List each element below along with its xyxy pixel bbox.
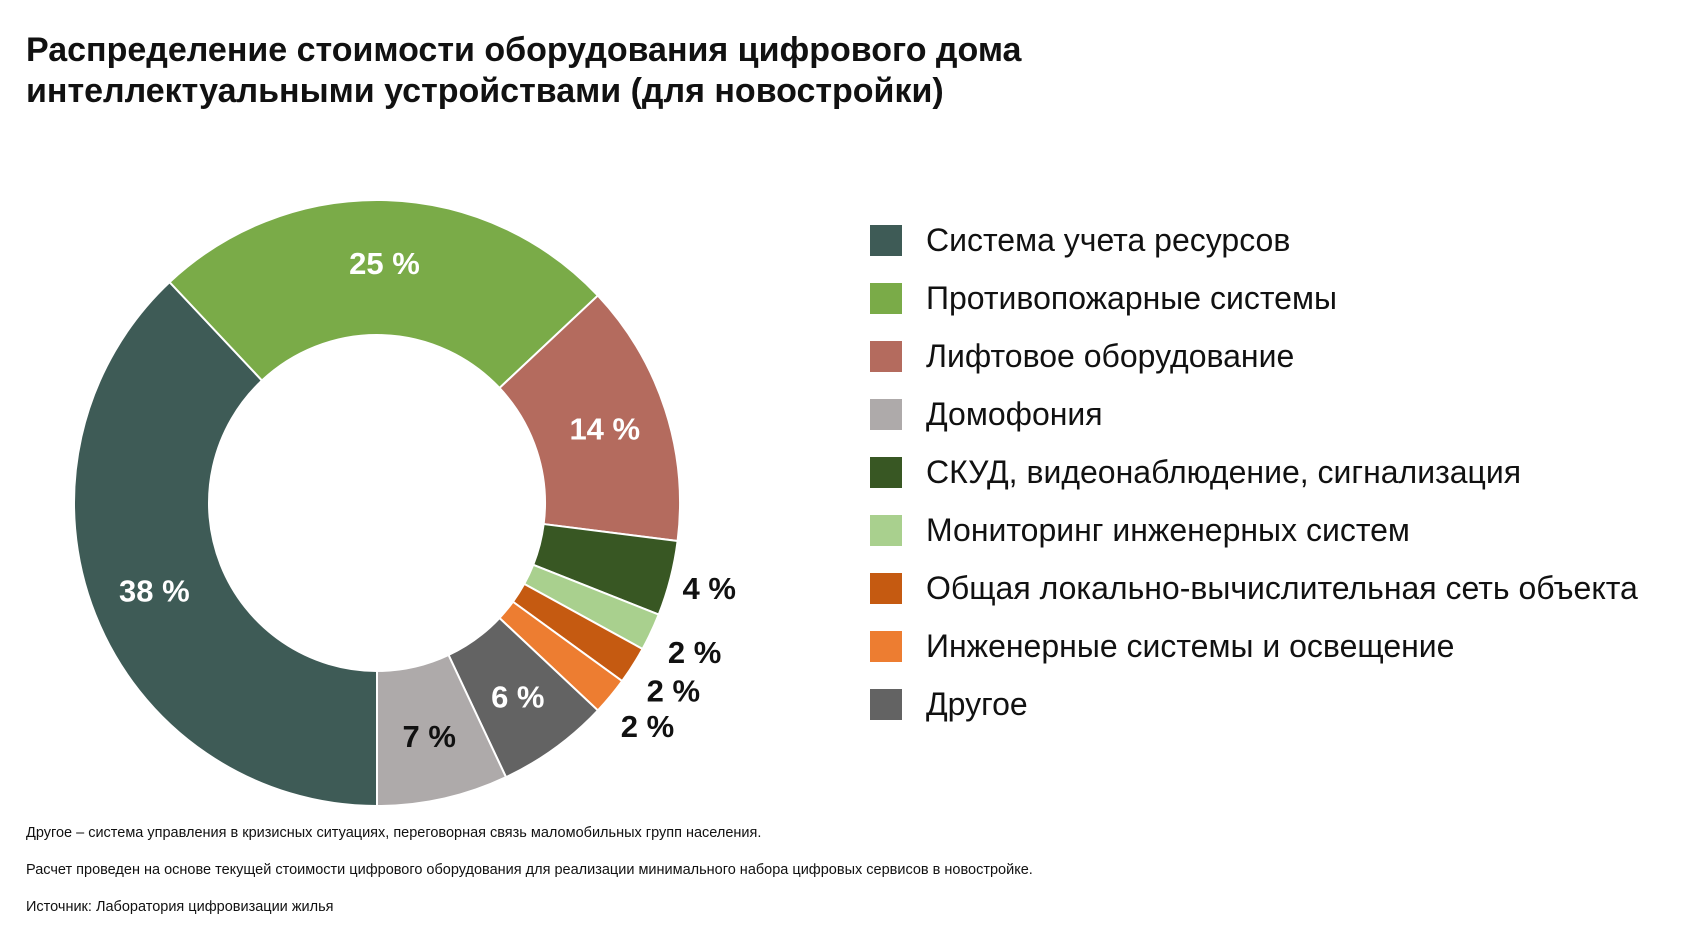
legend-item: Лифтовое оборудование: [870, 339, 1638, 397]
legend-swatch: [870, 515, 902, 546]
legend-swatch: [870, 341, 902, 372]
slice-9: [376, 653, 508, 808]
legend-label: Домофония: [926, 396, 1103, 432]
legend-swatch: [870, 225, 902, 256]
footnotes: Другое – система управления в кризисных …: [26, 825, 1033, 936]
legend-swatch: [870, 399, 902, 430]
legend-label: Лифтовое оборудование: [926, 338, 1295, 374]
chart-title-line-1: Распределение стоимости оборудования циф…: [26, 31, 1022, 69]
slice-label-5: 2 %: [668, 635, 721, 670]
slice-label-3: 14 %: [569, 411, 640, 446]
slice-2: [168, 199, 600, 390]
legend-item: Мониторинг инженерных систем: [870, 513, 1638, 571]
chart-title: Распределение стоимости оборудования циф…: [26, 30, 1226, 112]
chart-title-line-2: интеллектуальными устройствами (для ново…: [26, 72, 944, 110]
legend-swatch: [870, 631, 902, 662]
legend-label: Другое: [926, 686, 1028, 722]
slice-label-9: 7 %: [403, 719, 456, 754]
note-calculation: Расчет проведен на основе текущей стоимо…: [26, 862, 1033, 878]
legend-label: Мониторинг инженерных систем: [926, 512, 1410, 548]
slice-1: [73, 280, 378, 808]
legend-item: Домофония: [870, 397, 1638, 455]
legend-item: Общая локально-вычислительная сеть объек…: [870, 571, 1638, 629]
legend-swatch: [870, 457, 902, 488]
legend-item: СКУД, видеонаблюдение, сигнализация: [870, 455, 1638, 513]
legend-swatch: [870, 283, 902, 314]
chart-legend: Система учета ресурсов Противопожарные си…: [870, 223, 1638, 745]
slice-label-7: 2 %: [621, 709, 674, 744]
note-other: Другое – система управления в кризисных …: [26, 825, 762, 841]
legend-label: СКУД, видеонаблюдение, сигнализация: [926, 454, 1522, 490]
slice-label-8: 6 %: [491, 679, 544, 714]
legend-swatch: [870, 689, 902, 720]
legend-item: Другое: [870, 687, 1638, 745]
legend-swatch: [870, 573, 902, 604]
slice-label-1: 38 %: [119, 574, 190, 609]
legend-label: Противопожарные системы: [926, 280, 1337, 316]
source-note: Источник: Лаборатория цифровизации жилья: [26, 899, 334, 915]
legend-item: Инженерные системы и освещение: [870, 629, 1638, 687]
donut-chart: 38 %25 %14 %4 %2 %2 %2 %6 %7 %: [73, 199, 736, 808]
slice-label-6: 2 %: [647, 674, 700, 709]
legend-label: Общая локально-вычислительная сеть объек…: [926, 570, 1638, 606]
slice-label-4: 4 %: [683, 571, 736, 606]
legend-item: Система учета ресурсов: [870, 223, 1638, 281]
slice-label-2: 25 %: [349, 246, 420, 281]
legend-item: Противопожарные системы: [870, 281, 1638, 339]
legend-label: Система учета ресурсов: [926, 222, 1291, 258]
slice-3: [498, 294, 681, 543]
legend-label: Инженерные системы и освещение: [926, 628, 1455, 664]
